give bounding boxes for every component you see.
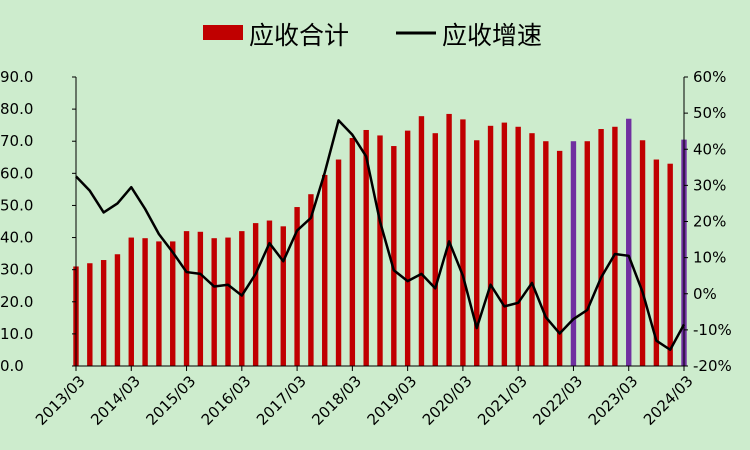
x-tick-label: 2020/03 — [419, 372, 476, 429]
right-tick-label: 30% — [693, 176, 726, 194]
left-tick-label: 80.0 — [0, 100, 33, 118]
legend-bar-label: 应收合计 — [249, 21, 349, 50]
right-tick-label: 50% — [693, 104, 726, 122]
bar — [598, 129, 604, 366]
left-tick-label: 50.0 — [0, 196, 33, 214]
x-tick-label: 2018/03 — [308, 372, 365, 429]
growth-line — [75, 119, 686, 351]
bar — [584, 141, 590, 366]
bar — [114, 254, 121, 366]
x-tick-label: 2022/03 — [529, 372, 586, 429]
bar — [418, 116, 425, 367]
left-axis-labels: 0.0 10.0 20.0 30.0 40.0 50.0 60.0 70.0 80.0 90.0 — [0, 68, 76, 375]
bar — [170, 241, 176, 366]
bar — [570, 141, 577, 366]
bar — [460, 119, 466, 366]
x-tick-label: 2023/03 — [585, 372, 642, 429]
bar — [529, 133, 535, 366]
bar — [474, 140, 480, 366]
bar — [639, 140, 646, 366]
bar — [280, 226, 286, 366]
x-tick-label: 2019/03 — [364, 372, 421, 429]
bar — [446, 113, 452, 367]
bar — [487, 125, 494, 366]
bar — [335, 159, 342, 366]
bar — [87, 263, 93, 366]
bar — [128, 237, 134, 366]
right-tick-label: 0% — [693, 285, 717, 303]
right-tick-label: -10% — [693, 321, 732, 339]
bar — [363, 129, 369, 366]
bar — [515, 126, 521, 367]
left-tick-label: 60.0 — [0, 164, 33, 182]
bar — [391, 146, 397, 366]
left-tick-label: 70.0 — [0, 132, 33, 150]
left-tick-label: 40.0 — [0, 229, 33, 247]
right-tick-label: 60% — [693, 68, 726, 86]
x-tick-label: 2024/03 — [640, 372, 697, 429]
bar-series — [73, 113, 687, 367]
x-tick-label: 2013/03 — [32, 372, 89, 429]
bar — [556, 150, 563, 366]
bar — [100, 260, 107, 366]
right-axis-labels: -20% -10% 0% 10% 20% 30% 40% 50% 60% — [684, 68, 732, 375]
left-tick-label: 10.0 — [0, 325, 33, 343]
bar — [543, 141, 549, 366]
bar — [239, 231, 245, 366]
left-tick-label: 0.0 — [0, 357, 24, 375]
legend-line-label: 应收增速 — [442, 21, 542, 50]
left-tick-label: 20.0 — [0, 293, 33, 311]
bar — [308, 194, 314, 366]
right-tick-label: -20% — [693, 357, 732, 375]
legend: 应收合计 应收增速 — [203, 21, 542, 50]
right-tick-label: 40% — [693, 140, 726, 158]
bar — [252, 223, 259, 366]
left-tick-label: 90.0 — [0, 68, 33, 86]
bar — [294, 207, 300, 366]
x-tick-label: 2014/03 — [87, 372, 144, 429]
bar — [653, 159, 660, 366]
bar — [142, 238, 148, 366]
bar — [432, 133, 438, 366]
bar — [183, 231, 190, 366]
x-axis-labels: 2013/032014/032015/032016/032017/032018/… — [32, 366, 697, 429]
x-tick-label: 2015/03 — [142, 372, 199, 429]
bar — [322, 174, 328, 366]
bar — [667, 163, 673, 366]
legend-bar-swatch — [203, 25, 243, 40]
bar — [626, 118, 632, 367]
bar — [197, 231, 204, 366]
bar — [501, 122, 508, 366]
bar — [266, 220, 273, 366]
bar — [612, 126, 618, 367]
bar — [211, 238, 217, 366]
bar — [156, 241, 162, 366]
right-tick-label: 20% — [693, 213, 726, 231]
bar — [377, 135, 383, 366]
x-tick-label: 2016/03 — [198, 372, 255, 429]
x-tick-label: 2017/03 — [253, 372, 310, 429]
bar — [404, 130, 411, 366]
x-tick-label: 2021/03 — [474, 372, 531, 429]
right-tick-label: 10% — [693, 249, 726, 267]
bar — [225, 237, 231, 366]
left-tick-label: 30.0 — [0, 261, 33, 279]
bar — [349, 138, 356, 366]
